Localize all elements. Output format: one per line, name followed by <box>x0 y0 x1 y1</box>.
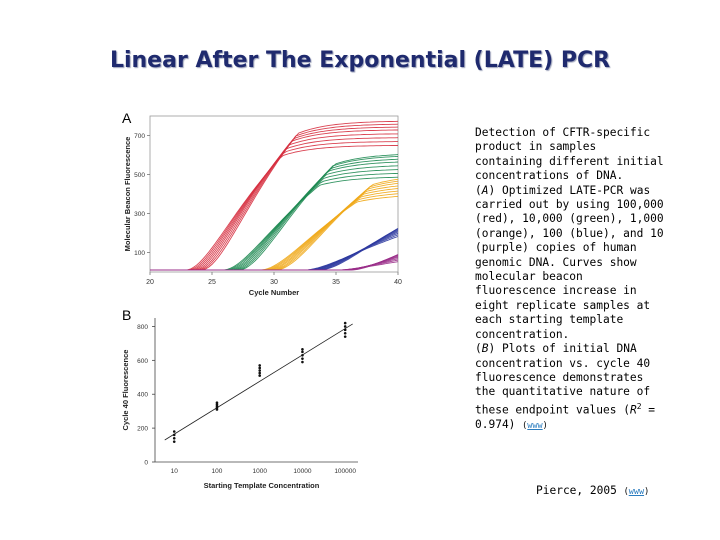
data-point-100 <box>215 401 219 405</box>
data-point-10000 <box>301 353 304 357</box>
data-point-100000 <box>343 328 347 332</box>
x-tick-label-a: 30 <box>270 279 278 286</box>
curve-10-000-copies-rep-5 <box>150 161 399 271</box>
curve-10-000-copies-rep-3 <box>150 169 399 271</box>
curve-10-000-copies-rep-4 <box>150 165 399 271</box>
data-point-100000 <box>343 325 347 328</box>
panel-b-open-paren: ( <box>475 342 482 356</box>
data-point-1000 <box>258 366 262 370</box>
description-www-link[interactable]: www <box>527 420 543 431</box>
curve-1-000-copies-rep-8 <box>150 178 399 271</box>
panel-b-label: B <box>122 307 132 323</box>
x-axis-label-b: Starting Template Concentration <box>204 481 320 490</box>
curve-100-copies-rep-2 <box>150 234 399 271</box>
endpoint-scatter-chart: 0 200 400 600 800 10 100 1000 10000 100000 Startin… <box>121 318 358 490</box>
y-tick-label-b: 200 <box>137 426 148 433</box>
citation: Pierce, 2005 (www) <box>536 484 649 497</box>
figure-description: Detection of CFTR-specific product in sa… <box>475 126 665 433</box>
x-tick-label-a: 35 <box>332 279 340 286</box>
curve-1-000-copies-rep-1 <box>150 195 399 271</box>
panel-b-ref: B <box>481 342 489 356</box>
regression-line <box>164 323 353 441</box>
curve-100-copies-rep-7 <box>150 228 399 271</box>
citation-www-link[interactable]: www <box>628 487 645 497</box>
amplification-chart: 20 25 30 35 40 100 300 500 700 Cycle Number Molecu… <box>123 115 402 297</box>
link-close-paren: ) <box>542 420 548 431</box>
data-point-10000 <box>301 357 304 360</box>
y-tick-label-b: 600 <box>137 358 148 365</box>
panel-a-label: A <box>122 110 132 126</box>
r2-symbol: R <box>629 403 637 417</box>
curve-10-000-copies-rep-2 <box>150 172 399 271</box>
y-tick-label-a: 100 <box>134 250 145 257</box>
description-panel-a: Optimized LATE-PCR was carried out by us… <box>475 183 664 341</box>
y-tick-label-a: 300 <box>134 211 145 218</box>
data-point-1000 <box>258 374 262 377</box>
x-tick-label-a: 40 <box>394 279 402 286</box>
citation-text: Pierce, 2005 <box>536 484 617 497</box>
data-point-100000 <box>343 331 347 335</box>
link-close-paren: ) <box>644 487 650 497</box>
slide-title: Linear After The Exponential (LATE) PCR <box>109 48 611 73</box>
data-point-1000 <box>258 371 262 375</box>
curve-10-000-copies-rep-6 <box>150 158 399 271</box>
link-open-paren: ( <box>623 487 629 497</box>
x-tick-label-b: 100 <box>212 468 223 475</box>
r2-value: = 0.974) <box>475 403 656 431</box>
data-point-10 <box>172 436 176 440</box>
description-panel-b: Plots of initial DNA concentration vs. c… <box>475 342 651 417</box>
curve-10-copies-rep-8 <box>150 254 399 271</box>
plot-area-a <box>149 115 399 273</box>
curve-100-000-copies-rep-4 <box>150 133 398 271</box>
x-axis-label-a: Cycle Number <box>249 288 300 297</box>
y-tick-label-b: 800 <box>137 324 148 331</box>
data-point-10 <box>172 433 176 437</box>
y-axis-label-b: Cycle 40 Fluorescence <box>121 350 130 431</box>
r2-open-paren: ( <box>623 403 630 417</box>
data-point-10000 <box>301 350 304 354</box>
curve-10-000-copies-rep-1 <box>150 176 399 271</box>
y-axis-label-a: Molecular Beacon Fluorescence <box>123 137 132 252</box>
data-point-100000 <box>343 321 347 325</box>
data-point-10000 <box>301 348 304 351</box>
y-tick-label-b: 400 <box>137 392 148 399</box>
description-intro: Detection of CFTR-specific product in sa… <box>475 126 664 183</box>
panel-a-ref: A <box>481 183 489 197</box>
panel-b-close-paren: ) <box>488 342 496 356</box>
x-tick-label-a: 25 <box>208 279 216 286</box>
x-tick-label-a: 20 <box>146 279 154 286</box>
x-tick-label-b: 1000 <box>252 468 267 475</box>
data-point-10000 <box>301 360 304 364</box>
x-tick-label-b: 100000 <box>334 468 356 475</box>
panel-a-close-paren: ) <box>488 183 496 197</box>
link-open-paren: ( <box>522 420 528 431</box>
data-point-1000 <box>258 364 262 367</box>
curve-10-000-copies-rep-7 <box>150 155 399 271</box>
x-tick-label-b: 10000 <box>293 468 311 475</box>
data-point-10 <box>172 430 176 433</box>
data-point-100000 <box>343 335 347 338</box>
x-tick-label-b: 10 <box>171 468 179 475</box>
r2-superscript: 2 <box>636 401 642 411</box>
panel-a-open-paren: ( <box>475 183 482 197</box>
y-tick-label-a: 500 <box>134 172 145 179</box>
data-point-10 <box>172 440 176 443</box>
data-point-1000 <box>258 369 262 372</box>
curve-100-copies-rep-1 <box>150 236 399 271</box>
y-tick-label-a: 700 <box>134 133 145 140</box>
curve-100-000-copies-rep-5 <box>150 129 398 271</box>
y-tick-label-b: 0 <box>144 460 148 467</box>
